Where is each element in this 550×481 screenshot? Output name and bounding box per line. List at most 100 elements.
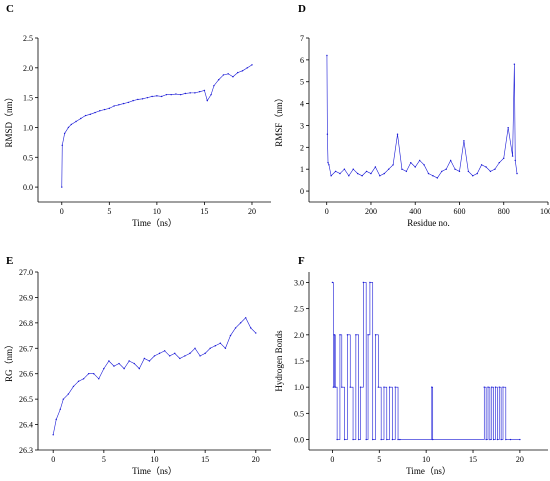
panel-f-point bbox=[386, 438, 388, 441]
panel-f-point bbox=[374, 334, 377, 336]
panel-f-x-tick-label: 5 bbox=[377, 455, 381, 464]
panel-e-point bbox=[55, 418, 57, 421]
panel-f-point bbox=[431, 386, 433, 388]
panel-e-point bbox=[52, 434, 54, 436]
panel-c-point bbox=[217, 79, 220, 81]
panel-e-point bbox=[244, 317, 247, 319]
panel-c-x-tick-label: 10 bbox=[153, 207, 161, 216]
panel-d-point bbox=[476, 172, 478, 175]
panel-e-x-tick-label: 0 bbox=[51, 455, 55, 464]
panel-f-point bbox=[492, 438, 495, 441]
panel-d-point bbox=[472, 175, 474, 177]
panel-f-point bbox=[399, 438, 401, 441]
panel-c-point bbox=[63, 132, 66, 135]
panel-c-point bbox=[89, 113, 92, 116]
panel-d-point bbox=[330, 175, 332, 177]
panel-d-point bbox=[326, 54, 328, 57]
panel-f-x-tick-label: 20 bbox=[516, 455, 524, 464]
panel-c-point bbox=[61, 144, 63, 147]
panel-e-x-tick-label: 5 bbox=[102, 455, 106, 464]
panel-d-point bbox=[514, 159, 516, 162]
panel-f-point bbox=[339, 334, 341, 336]
panel-c-point bbox=[99, 110, 101, 112]
panel-d-point bbox=[489, 170, 492, 173]
panel-f: F 0 5 10 15 20 0.0 0.5 1.0 1.5 2.0 2.5 3.0 Time（ns） Hy… bbox=[274, 255, 548, 476]
panel-e-point bbox=[133, 362, 135, 365]
panel-d-point bbox=[365, 170, 368, 173]
panel-c-point bbox=[165, 93, 168, 96]
panel-c-x-tick-label: 0 bbox=[60, 207, 64, 216]
panel-f-x-axis-label: Time（ns） bbox=[406, 466, 451, 476]
panel-c-point bbox=[122, 102, 125, 105]
panel-c-y-tick-label: 1.5 bbox=[23, 94, 33, 103]
panel-f-point bbox=[341, 386, 343, 388]
panel-f-point bbox=[333, 334, 336, 336]
panel-d-point bbox=[494, 168, 496, 170]
panel-c-point bbox=[70, 123, 72, 126]
panel-e-point bbox=[108, 360, 110, 362]
panel-f-y-tick-label: 0.5 bbox=[294, 409, 304, 418]
panel-e-point bbox=[189, 352, 191, 355]
panel-f-point bbox=[336, 438, 338, 441]
panel-c-point bbox=[137, 98, 139, 101]
panel-d-y-tick-label: 3 bbox=[300, 121, 304, 130]
panel-d-point bbox=[356, 172, 359, 175]
panel-f-point bbox=[352, 438, 354, 441]
panel-e: E 0 5 10 15 20 26.3 26.4 26.5 26.6 26.7 26.8 26.9 27.… bbox=[4, 255, 271, 476]
panel-d-point bbox=[392, 164, 394, 166]
panel-d-point bbox=[511, 155, 514, 157]
panel-d-point bbox=[507, 126, 509, 129]
panel-d-point bbox=[445, 168, 447, 170]
panel-d-point bbox=[485, 166, 487, 168]
panel-c-point bbox=[113, 105, 115, 107]
panel-f-point bbox=[365, 438, 367, 441]
panel-c-point bbox=[151, 95, 153, 98]
panel-e-point bbox=[158, 352, 161, 355]
panel-e-point bbox=[239, 322, 242, 324]
panel-e-y-tick-label: 26.5 bbox=[19, 395, 33, 404]
panel-e-point bbox=[87, 373, 90, 375]
panel-e-point bbox=[204, 352, 206, 355]
panel-d-y-tick-label: 5 bbox=[300, 78, 304, 87]
panel-f-point bbox=[489, 438, 491, 441]
panel-c-point bbox=[179, 93, 182, 96]
panel-e-letter: E bbox=[6, 255, 13, 267]
panel-f-point bbox=[432, 438, 434, 441]
panel-f-point bbox=[509, 438, 512, 441]
panel-c-point bbox=[160, 95, 163, 98]
panel-e-x-tick-label: 10 bbox=[151, 455, 159, 464]
panel-f-x-tick-label: 15 bbox=[469, 455, 477, 464]
panel-c-point bbox=[175, 93, 177, 95]
panel-f-point bbox=[377, 386, 380, 388]
panel-f-point bbox=[367, 334, 369, 336]
panel-f-point bbox=[397, 438, 399, 441]
panel-f-point bbox=[483, 386, 485, 388]
panel-c-y-tick-label: 1.0 bbox=[23, 123, 33, 132]
panel-e-series-line bbox=[52, 317, 257, 435]
panel-f-y-tick-label: 3.0 bbox=[294, 278, 304, 287]
panel-e-point bbox=[59, 408, 61, 411]
panel-d-y-tick-label: 2 bbox=[300, 143, 304, 152]
panel-e-x-axis-label: Time（ns） bbox=[132, 466, 177, 476]
panel-f-point bbox=[372, 438, 374, 441]
panel-f-point bbox=[391, 438, 394, 441]
panel-c: C 0 5 10 15 20 0.0 0.5 1.0 1.5 2.0 2.5 Time（ns） RMSD（… bbox=[4, 3, 271, 228]
panel-d-point bbox=[352, 168, 354, 170]
panel-f-letter: F bbox=[298, 255, 305, 267]
panel-f-point bbox=[369, 281, 371, 284]
panel-c-y-tick-label: 0.0 bbox=[23, 183, 33, 192]
panel-d-point bbox=[418, 159, 421, 162]
panel-c-point bbox=[189, 92, 191, 94]
panel-c-x-tick-label: 15 bbox=[200, 207, 208, 216]
panel-d-point bbox=[379, 175, 381, 177]
panel-c-point bbox=[127, 101, 130, 104]
panel-d-x-tick-label: 400 bbox=[409, 207, 421, 216]
panel-f-point bbox=[502, 386, 504, 388]
panel-f-point bbox=[487, 386, 489, 388]
panel-c-point bbox=[61, 186, 63, 188]
panel-d-point bbox=[467, 170, 470, 173]
panel-e-y-tick-label: 27.0 bbox=[19, 268, 33, 277]
panel-c-letter: C bbox=[6, 3, 14, 15]
